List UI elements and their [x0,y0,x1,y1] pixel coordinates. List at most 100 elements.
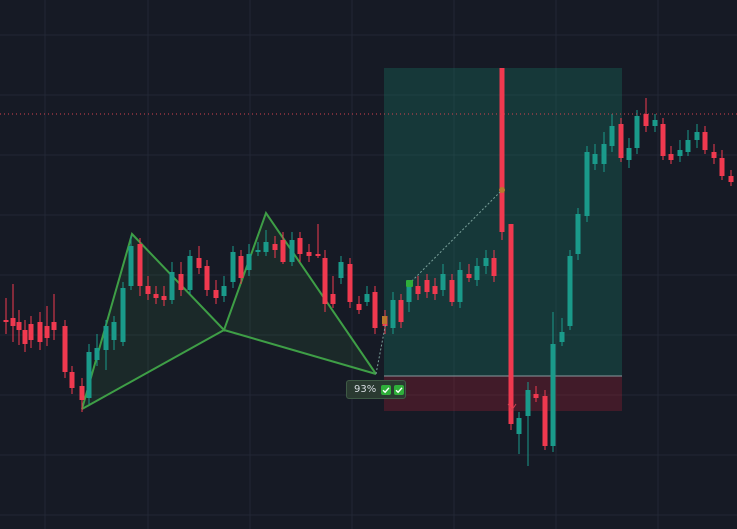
entry-marker [382,316,387,324]
candle-body [449,280,455,302]
harmonic-pattern[interactable] [81,210,377,410]
candle-body [390,300,396,328]
bearish-candle [16,310,22,345]
bullish-candle [440,264,446,296]
candle-body [79,386,85,400]
bearish-candle [542,390,548,450]
bullish-candle [169,262,175,304]
bearish-candle [51,294,57,340]
candle-body [255,250,261,252]
candle-body [196,258,202,268]
candle-body [272,244,278,250]
candle-body [415,286,421,294]
candle-body [643,114,649,126]
candle-body [634,116,640,148]
bullish-candle [128,236,134,290]
candle-body [145,286,151,294]
bearish-candle [62,320,68,378]
candle-body [424,280,430,292]
candle-body [499,68,505,232]
bullish-candle [390,292,396,334]
candle-body [609,126,615,146]
candle-body [51,322,57,330]
bullish-candle [677,140,683,162]
candle-body [440,274,446,290]
candle-body [364,294,370,302]
bullish-candle [221,276,227,302]
candle-body [601,144,607,164]
bullish-candle [567,250,573,330]
bearish-candle [79,378,85,412]
candle-body [44,326,50,338]
candle-body [169,272,175,300]
bearish-candle [330,276,336,308]
pattern-confidence-badge[interactable]: 93% [346,380,406,399]
candle-body [542,396,548,446]
check-icon [381,384,392,395]
candle-body [525,390,531,416]
candle-body [3,320,9,322]
chart-overlays [0,113,737,411]
bullish-candle [694,124,700,148]
bullish-candle [263,230,269,256]
bullish-candle [685,130,691,156]
pattern-triangle-left [82,234,224,409]
candle-body [474,266,480,280]
candle-body [652,120,658,126]
bullish-candle [474,258,480,286]
candle-body [322,258,328,304]
bearish-candle [44,306,50,346]
candle-body [338,262,344,278]
check-icon [394,384,405,395]
bullish-candle [634,110,640,154]
candle-body [592,154,598,164]
bullish-candle [86,344,92,404]
candle-body [86,352,92,398]
candle-body [483,258,489,266]
bullish-candle [187,250,193,294]
bullish-candle [94,334,100,366]
bearish-candle [432,278,438,300]
candlesticks [3,68,734,466]
bearish-candle [22,320,28,352]
candle-body [550,344,556,446]
bearish-candle [449,274,455,306]
candle-body [677,150,683,156]
bearish-candle [37,312,43,350]
candle-body [103,326,109,350]
bearish-candle [618,118,624,162]
candle-body [584,152,590,216]
candle-body [187,256,193,290]
bearish-candle [153,286,159,304]
candle-body [69,372,75,388]
candle-body [263,242,269,252]
bearish-candle [3,298,9,334]
bullish-candle [592,144,598,170]
candle-body [618,124,624,158]
candle-body [289,240,295,262]
chevron-down-icon [507,403,517,411]
bearish-candle [272,236,278,258]
candle-body [10,318,16,326]
bullish-candle [516,412,522,454]
candle-body [533,394,539,398]
bearish-candle [145,276,151,300]
bullish-candle [609,114,615,152]
bearish-candle [491,250,497,282]
bullish-candle [255,242,261,256]
candle-body [94,348,100,360]
bearish-candle [466,264,472,282]
candle-body [22,330,28,344]
candle-body [457,270,463,302]
bullish-candle [584,146,590,222]
candle-body [660,124,666,156]
bullish-candle [550,312,556,452]
bullish-candle [364,286,370,306]
candle-body [16,322,22,330]
bearish-candle [322,250,328,312]
candle-body [728,176,734,182]
bearish-candle [668,146,674,164]
bullish-candle [457,262,463,308]
